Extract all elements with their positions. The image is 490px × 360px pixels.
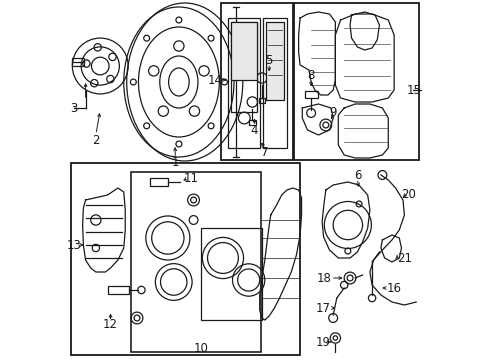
Text: 21: 21 <box>397 252 412 265</box>
Bar <box>73 58 84 66</box>
Text: 5: 5 <box>266 54 273 67</box>
Text: 13: 13 <box>66 239 81 252</box>
Bar <box>304 91 318 98</box>
Text: 19: 19 <box>316 336 331 348</box>
Bar <box>259 98 265 103</box>
Text: 17: 17 <box>316 301 331 315</box>
Text: 10: 10 <box>194 342 208 355</box>
Text: 4: 4 <box>251 123 258 136</box>
Bar <box>108 286 129 294</box>
Bar <box>248 120 256 125</box>
Bar <box>150 178 168 186</box>
Bar <box>221 3 293 160</box>
Bar <box>131 172 261 352</box>
Text: 8: 8 <box>307 68 315 81</box>
Bar <box>231 22 257 80</box>
Bar <box>263 18 287 148</box>
Text: 7: 7 <box>261 145 269 158</box>
Bar <box>228 18 260 148</box>
Text: 9: 9 <box>329 105 337 118</box>
Bar <box>231 22 257 112</box>
Text: 1: 1 <box>172 156 179 168</box>
Text: 12: 12 <box>103 319 118 332</box>
Text: 6: 6 <box>354 168 361 181</box>
Text: 2: 2 <box>92 134 99 147</box>
Bar <box>294 3 419 160</box>
Text: 15: 15 <box>407 84 421 96</box>
Text: 18: 18 <box>316 271 331 284</box>
Text: 16: 16 <box>387 282 402 294</box>
Bar <box>266 22 284 100</box>
Bar <box>201 228 262 320</box>
Text: 3: 3 <box>70 102 77 114</box>
Text: 20: 20 <box>401 189 416 202</box>
Text: 14: 14 <box>207 73 222 86</box>
Text: 11: 11 <box>184 171 199 185</box>
Bar <box>71 163 300 355</box>
